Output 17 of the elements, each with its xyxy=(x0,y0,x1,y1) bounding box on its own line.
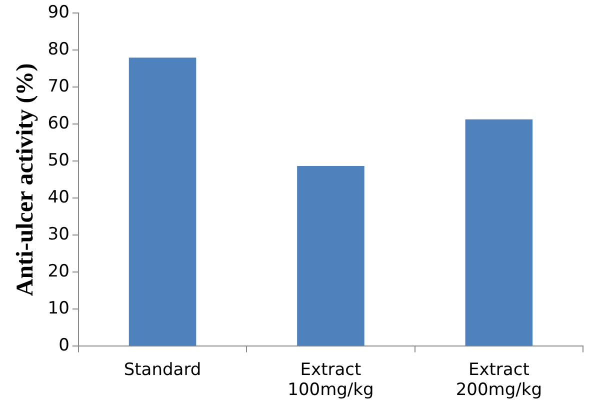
x-tick-label: Extract 200mg/kg xyxy=(456,360,542,400)
x-tick-label: Extract 100mg/kg xyxy=(288,360,374,400)
y-tick-label: 40 xyxy=(48,188,70,208)
y-tick-label: 60 xyxy=(48,114,70,134)
bar xyxy=(297,166,364,346)
y-tick-label: 90 xyxy=(48,2,70,23)
x-tick-label: Standard xyxy=(124,360,202,380)
bar xyxy=(128,58,196,346)
y-tick-label: 50 xyxy=(48,150,70,171)
y-tick-label: 70 xyxy=(48,76,70,97)
y-axis-title: Anti-ulcer activity (%) xyxy=(12,63,39,296)
bar xyxy=(465,119,533,346)
y-tick-label: 10 xyxy=(48,298,70,319)
y-tick-label: 20 xyxy=(48,262,70,282)
y-tick-label: 80 xyxy=(48,40,70,60)
y-tick-label: 0 xyxy=(58,336,70,356)
y-tick-label: 30 xyxy=(48,224,70,245)
